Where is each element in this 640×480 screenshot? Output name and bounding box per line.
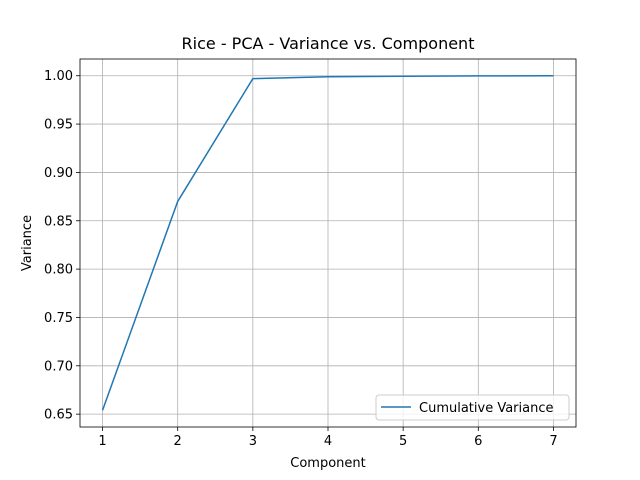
- y-tick-label: 0.75: [44, 311, 73, 326]
- series-layer: [101, 74, 554, 411]
- x-axis-title: Component: [290, 456, 365, 471]
- legend-label: Cumulative Variance: [419, 401, 554, 416]
- x-tick-label: 6: [474, 434, 482, 449]
- y-tick-label: 0.85: [44, 214, 73, 229]
- ticks: 1 2 3 4 5 6 7 0.65 0.70 0.75 0.80 0.85 0.90 0.95 1.00: [44, 69, 558, 449]
- y-tick-label: 0.95: [44, 118, 73, 133]
- y-tick-label: 0.80: [44, 263, 73, 278]
- legend-box: [375, 394, 570, 421]
- x-tick-label: 3: [249, 434, 257, 449]
- x-tick-label: 2: [174, 434, 182, 449]
- x-tick-label: 7: [549, 434, 557, 449]
- y-tick-label: 0.65: [44, 408, 73, 423]
- grid: [80, 59, 576, 427]
- x-tick-label: 1: [98, 434, 106, 449]
- x-tick-label: 4: [324, 434, 332, 449]
- y-axis-title: Variance: [20, 215, 35, 271]
- y-tick-label: 1.00: [44, 69, 73, 84]
- x-tick-label: 5: [399, 434, 407, 449]
- y-tick-label: 0.90: [44, 166, 73, 181]
- legend: Cumulative Variance: [375, 394, 570, 421]
- chart-title: Rice - PCA - Variance vs. Component: [182, 34, 475, 53]
- y-tick-label: 0.70: [44, 359, 73, 374]
